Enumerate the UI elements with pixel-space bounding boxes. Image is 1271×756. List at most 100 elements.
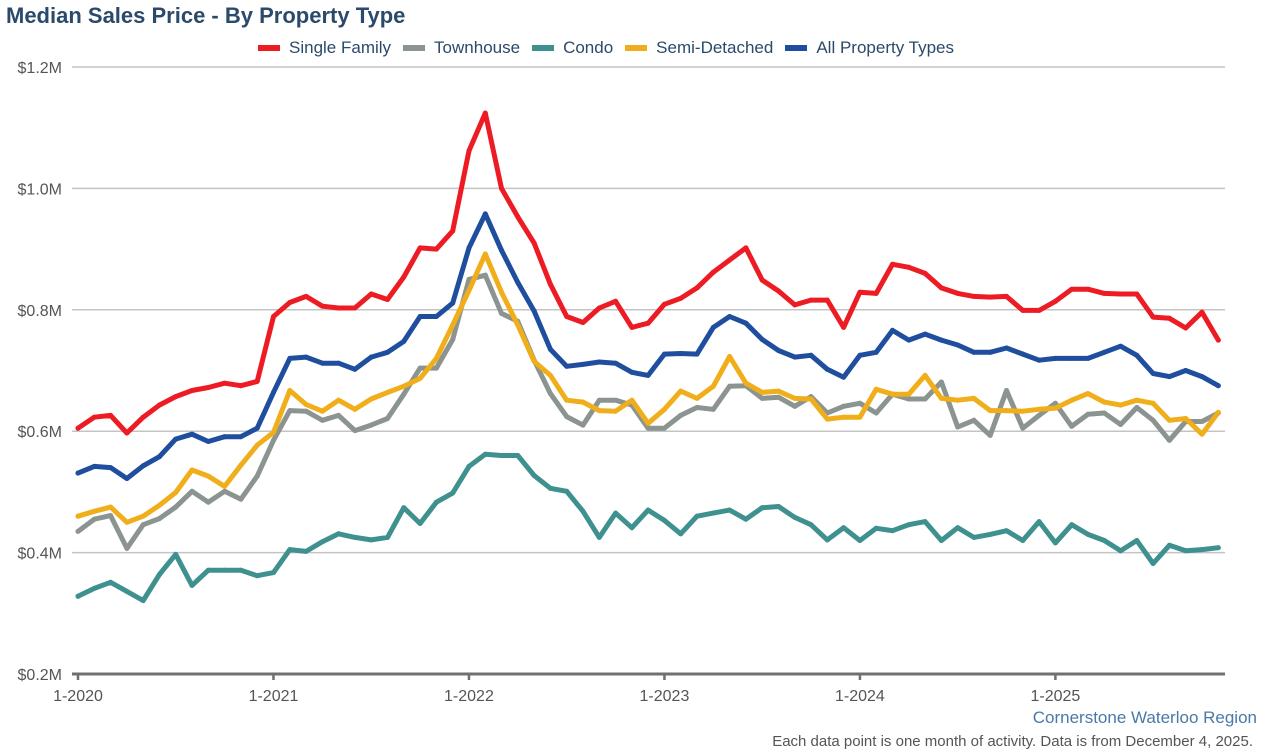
data-point-semi-detached[interactable] <box>352 406 358 412</box>
data-point-all-property-types[interactable] <box>108 465 114 471</box>
data-point-all-property-types[interactable] <box>987 349 993 355</box>
data-point-all-property-types[interactable] <box>254 425 260 431</box>
data-point-semi-detached[interactable] <box>156 502 162 508</box>
data-point-townhouse[interactable] <box>841 403 847 409</box>
data-point-semi-detached[interactable] <box>189 467 195 473</box>
data-point-all-property-types[interactable] <box>466 245 472 251</box>
data-point-all-property-types[interactable] <box>759 337 765 342</box>
data-point-townhouse[interactable] <box>466 276 472 282</box>
data-point-single-family[interactable] <box>450 228 456 234</box>
data-point-townhouse[interactable] <box>450 337 456 342</box>
data-point-single-family[interactable] <box>287 300 293 305</box>
data-point-townhouse[interactable] <box>727 383 733 389</box>
data-point-condo[interactable] <box>499 453 504 458</box>
line-semi-detached[interactable] <box>75 251 1221 525</box>
data-point-all-property-types[interactable] <box>792 354 798 360</box>
data-point-all-property-types[interactable] <box>971 349 977 355</box>
data-point-condo[interactable] <box>140 598 146 604</box>
data-point-single-family[interactable] <box>1199 309 1205 315</box>
data-point-semi-detached[interactable] <box>433 355 439 361</box>
data-point-townhouse[interactable] <box>1166 437 1172 443</box>
data-point-townhouse[interactable] <box>238 496 244 502</box>
data-point-condo[interactable] <box>922 519 928 525</box>
data-point-all-property-types[interactable] <box>890 327 895 333</box>
data-point-condo[interactable] <box>91 585 97 591</box>
data-point-townhouse[interactable] <box>401 391 407 397</box>
data-point-semi-detached[interactable] <box>1085 391 1091 397</box>
data-point-townhouse[interactable] <box>759 395 765 401</box>
data-point-semi-detached[interactable] <box>287 388 293 393</box>
data-point-semi-detached[interactable] <box>531 358 537 364</box>
data-point-all-property-types[interactable] <box>727 314 733 319</box>
data-point-townhouse[interactable] <box>661 425 667 431</box>
data-point-condo[interactable] <box>75 593 81 599</box>
data-point-all-property-types[interactable] <box>1199 374 1205 380</box>
data-point-townhouse[interactable] <box>792 403 798 409</box>
data-point-single-family[interactable] <box>613 298 619 304</box>
data-point-semi-detached[interactable] <box>1052 405 1058 411</box>
data-point-single-family[interactable] <box>515 214 521 220</box>
data-point-single-family[interactable] <box>710 269 716 275</box>
data-point-single-family[interactable] <box>189 388 195 393</box>
data-point-all-property-types[interactable] <box>482 211 488 217</box>
data-point-all-property-types[interactable] <box>547 346 553 352</box>
data-point-single-family[interactable] <box>417 245 423 251</box>
legend-item-townhouse[interactable]: Townhouse <box>403 38 520 58</box>
data-point-semi-detached[interactable] <box>222 483 228 489</box>
data-point-condo[interactable] <box>1052 540 1058 546</box>
data-point-single-family[interactable] <box>156 402 162 408</box>
data-point-single-family[interactable] <box>776 288 781 294</box>
data-point-condo[interactable] <box>433 499 439 505</box>
data-point-condo[interactable] <box>1101 538 1107 543</box>
data-point-all-property-types[interactable] <box>613 360 619 366</box>
data-point-single-family[interactable] <box>955 290 961 296</box>
data-point-condo[interactable] <box>222 567 228 573</box>
data-point-all-property-types[interactable] <box>287 355 293 361</box>
data-point-condo[interactable] <box>417 521 423 526</box>
data-point-semi-detached[interactable] <box>890 391 895 397</box>
legend-item-condo[interactable]: Condo <box>532 38 613 58</box>
data-point-condo[interactable] <box>1004 528 1009 534</box>
data-point-all-property-types[interactable] <box>271 389 276 395</box>
data-point-condo[interactable] <box>824 537 830 543</box>
data-point-single-family[interactable] <box>352 305 358 311</box>
data-point-condo[interactable] <box>254 573 260 579</box>
data-point-semi-detached[interactable] <box>1036 406 1042 412</box>
data-point-all-property-types[interactable] <box>580 361 586 367</box>
data-point-semi-detached[interactable] <box>499 289 504 295</box>
data-point-single-family[interactable] <box>1004 293 1009 299</box>
data-point-townhouse[interactable] <box>873 410 879 416</box>
data-point-all-property-types[interactable] <box>1166 374 1172 380</box>
data-point-condo[interactable] <box>450 490 456 496</box>
data-point-single-family[interactable] <box>303 293 309 299</box>
data-point-townhouse[interactable] <box>1150 417 1156 423</box>
data-point-all-property-types[interactable] <box>173 436 179 442</box>
data-point-all-property-types[interactable] <box>352 366 358 372</box>
data-point-semi-detached[interactable] <box>1166 417 1172 423</box>
data-point-all-property-types[interactable] <box>189 431 195 437</box>
data-point-townhouse[interactable] <box>678 412 684 418</box>
data-point-condo[interactable] <box>336 531 342 537</box>
data-point-condo[interactable] <box>955 525 961 531</box>
data-point-all-property-types[interactable] <box>450 300 456 306</box>
legend-item-single-family[interactable]: Single Family <box>258 38 391 58</box>
data-point-single-family[interactable] <box>222 380 228 386</box>
data-point-semi-detached[interactable] <box>205 473 211 479</box>
data-point-single-family[interactable] <box>547 281 553 287</box>
data-point-townhouse[interactable] <box>987 432 993 438</box>
data-point-townhouse[interactable] <box>499 310 504 316</box>
data-point-semi-detached[interactable] <box>1101 399 1107 405</box>
data-point-condo[interactable] <box>776 504 781 509</box>
data-point-semi-detached[interactable] <box>1150 400 1156 406</box>
data-point-single-family[interactable] <box>890 261 895 267</box>
data-point-semi-detached[interactable] <box>792 395 798 401</box>
data-point-all-property-types[interactable] <box>1004 345 1009 351</box>
data-point-condo[interactable] <box>466 463 472 469</box>
data-point-townhouse[interactable] <box>91 516 97 522</box>
data-point-townhouse[interactable] <box>596 397 602 403</box>
data-point-condo[interactable] <box>613 510 619 516</box>
data-point-townhouse[interactable] <box>385 416 390 421</box>
data-point-townhouse[interactable] <box>433 365 439 371</box>
data-point-semi-detached[interactable] <box>841 414 847 420</box>
data-point-condo[interactable] <box>1150 561 1156 566</box>
